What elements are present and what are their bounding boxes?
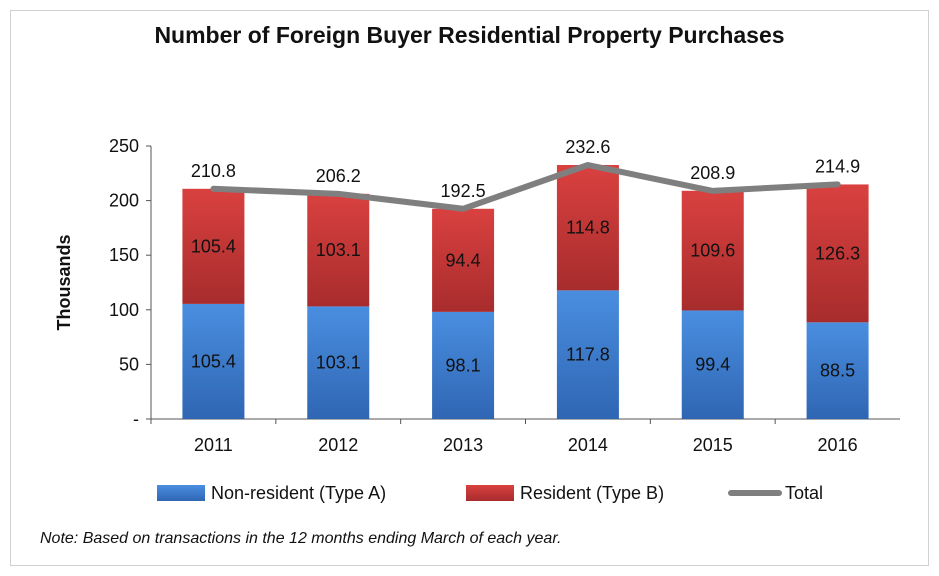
legend-label-non-resident: Non-resident (Type A) xyxy=(211,483,386,503)
data-label-total: 210.8 xyxy=(191,161,236,181)
legend-swatch-resident xyxy=(466,485,514,501)
data-label-total: 206.2 xyxy=(316,166,361,186)
data-label-total: 208.9 xyxy=(690,163,735,183)
y-tick-label: 200 xyxy=(109,191,139,211)
x-tick-label: 2014 xyxy=(568,435,608,455)
x-tick-label: 2015 xyxy=(693,435,733,455)
x-tick-label: 2012 xyxy=(318,435,358,455)
bar-resident xyxy=(182,188,245,304)
bar-non-resident xyxy=(182,303,245,419)
x-tick-label: 2011 xyxy=(194,435,233,455)
y-tick-label: - xyxy=(133,409,139,429)
bar-non-resident xyxy=(681,310,744,419)
y-tick-label: 250 xyxy=(109,136,139,156)
legend-label-total: Total xyxy=(785,483,823,503)
data-label-resident: 103.1 xyxy=(316,240,361,260)
data-label-resident: 94.4 xyxy=(446,250,481,270)
legend-swatch-non-resident xyxy=(157,485,205,501)
x-tick-label: 2013 xyxy=(443,435,483,455)
data-label-non-resident: 98.1 xyxy=(446,355,481,375)
y-tick-label: 100 xyxy=(109,300,139,320)
legend-label-resident: Resident (Type B) xyxy=(520,483,664,503)
total-line xyxy=(210,162,841,212)
bar-resident xyxy=(432,208,495,312)
bar-resident xyxy=(806,184,869,323)
y-tick-label: 50 xyxy=(119,354,139,374)
bar-resident xyxy=(307,193,370,307)
bar-resident xyxy=(681,190,744,311)
data-label-resident: 126.3 xyxy=(815,243,860,263)
data-label-non-resident: 105.4 xyxy=(191,351,236,371)
bar-non-resident xyxy=(806,322,869,419)
data-label-total: 232.6 xyxy=(565,137,610,157)
data-label-non-resident: 88.5 xyxy=(820,361,855,381)
data-label-resident: 109.6 xyxy=(690,241,735,261)
bar-resident xyxy=(556,165,619,291)
bar-non-resident xyxy=(307,306,370,419)
chart-title: Number of Foreign Buyer Residential Prop… xyxy=(154,22,785,48)
bar-non-resident xyxy=(432,311,495,419)
data-label-resident: 105.4 xyxy=(191,236,236,256)
y-axis-title: Thousands xyxy=(54,234,74,330)
y-tick-label: 150 xyxy=(109,245,139,265)
bar-non-resident xyxy=(556,290,619,419)
data-label-non-resident: 117.8 xyxy=(566,345,610,365)
data-label-total: 192.5 xyxy=(441,181,486,201)
data-label-non-resident: 103.1 xyxy=(316,353,361,373)
x-tick-label: 2016 xyxy=(818,435,858,455)
data-label-total: 214.9 xyxy=(815,156,860,176)
chart-note: Note: Based on transactions in the 12 mo… xyxy=(40,530,562,547)
data-label-resident: 114.8 xyxy=(566,218,610,238)
data-label-non-resident: 99.4 xyxy=(695,355,730,375)
